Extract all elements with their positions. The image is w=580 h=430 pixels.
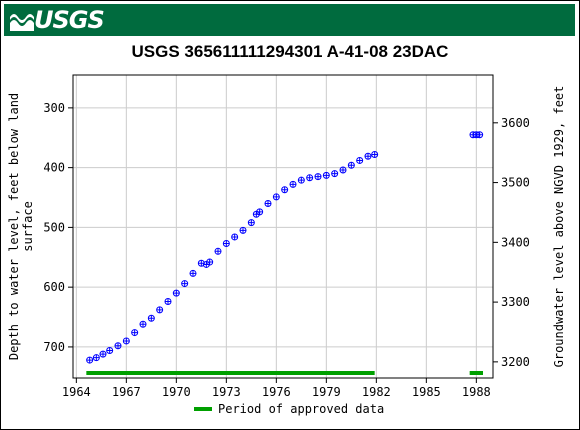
data-point [297,176,305,184]
x-tick-label: 1964 [62,385,91,399]
x-tick-label: 1967 [112,385,141,399]
y-axis-label-line: surface [21,201,35,252]
data-point [322,171,330,179]
data-point [92,354,100,362]
data-point [172,289,180,297]
plot-border [72,74,494,379]
data-point [189,269,197,277]
usgs-logo-icon [10,14,34,31]
data-point [247,219,255,227]
data-point [147,314,155,322]
y-tick-label: 700 [43,340,65,354]
y-tick-label: 400 [43,161,65,175]
data-point [139,320,147,328]
data-point [231,233,239,241]
data-point [214,247,222,255]
usgs-banner: USGS [4,4,575,36]
data-point [356,156,364,164]
y-tick-label: 500 [43,220,65,234]
data-point [331,170,339,178]
data-point [239,226,247,234]
y2-tick-label: 3200 [501,355,530,369]
y-axis-label: Depth to water level, feet below land sur… [7,93,35,360]
y2-axis-label: Groundwater level above NGVD 1929, feet [552,86,566,368]
data-point [222,240,230,248]
data-point [281,186,289,194]
data-point [131,329,139,337]
legend-swatch-approved [194,407,212,411]
legend-label: Period of approved data [218,402,385,416]
x-tick-label: 1979 [312,385,341,399]
data-point [264,199,272,207]
x-tick-label: 1976 [262,385,291,399]
data-point [156,306,164,314]
data-point [256,208,264,216]
data-point [364,152,372,160]
data-point [476,131,484,139]
data-point [272,193,280,201]
data-point [206,258,214,266]
data-point [306,174,314,182]
chart-title: USGS 365611111294301 A-41-08 23DAC [131,42,449,61]
data-point [114,342,122,350]
data-point [122,337,130,345]
y2-tick-label: 3500 [501,176,530,190]
usgs-logo-text: USGS [34,6,105,34]
y2-tick-label: 3400 [501,235,530,249]
data-point [314,173,322,181]
approved-period-bar [469,371,483,375]
y-tick-label: 300 [43,101,65,115]
data-point [86,356,94,364]
data-point [347,161,355,169]
data-point [181,280,189,288]
x-tick-label: 1973 [212,385,241,399]
data-point [289,180,297,188]
x-tick-label: 1970 [162,385,191,399]
x-tick-label: 1982 [362,385,391,399]
data-point [339,166,347,174]
data-point [99,350,107,358]
data-point [164,298,172,306]
data-point [106,347,114,355]
y-tick-label: 600 [43,280,65,294]
x-tick-label: 1988 [462,385,491,399]
y2-tick-label: 3600 [501,116,530,130]
x-tick-label: 1985 [412,385,441,399]
y-axis-label-line: Depth to water level, feet below land [7,93,21,360]
data-point [371,150,379,158]
approved-period-bar [86,371,375,375]
y2-tick-label: 3300 [501,295,530,309]
